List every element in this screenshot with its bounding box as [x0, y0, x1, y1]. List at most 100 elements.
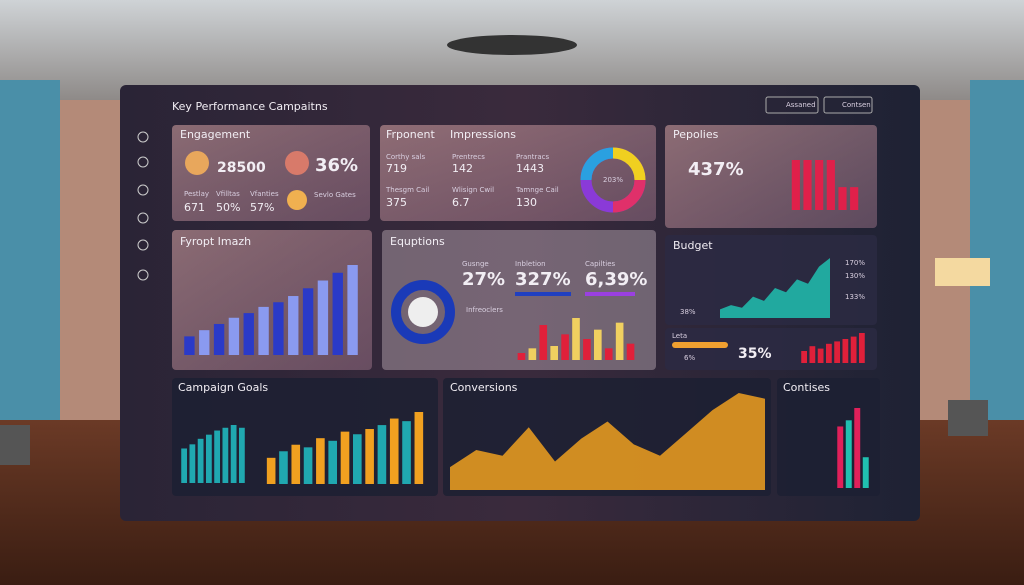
avatar: [285, 151, 309, 175]
bar: [228, 317, 240, 355]
stat-value: 6.7: [452, 196, 470, 209]
metric: 6,39%: [585, 269, 647, 290]
stat-label: Inbletion: [515, 260, 546, 268]
plant-pot: [0, 425, 30, 465]
bar: [238, 427, 245, 483]
progress: [672, 342, 728, 348]
bar: [815, 160, 824, 210]
metric: 35%: [738, 346, 772, 362]
stat-label: Thesgm Cail: [385, 186, 429, 194]
window-left: [0, 80, 60, 420]
value-label: 6%: [684, 354, 695, 362]
note: Sevlo Gates: [314, 191, 356, 199]
stat-label: Corthy sals: [386, 153, 425, 161]
bar: [181, 448, 188, 483]
bar: [230, 425, 237, 483]
stat-value: 375: [386, 196, 407, 209]
bar: [365, 429, 374, 484]
bar: [803, 160, 812, 210]
bar: [353, 434, 362, 484]
window-right: [970, 80, 1024, 420]
bar: [550, 346, 558, 360]
bar: [842, 339, 849, 363]
avatar: [185, 151, 209, 175]
donut: [580, 147, 646, 213]
bar: [561, 334, 569, 360]
progress: [515, 292, 571, 296]
bar: [801, 351, 808, 363]
bar: [317, 280, 329, 355]
bar: [184, 336, 195, 355]
bar: [615, 322, 624, 360]
stat-label: Prantracs: [516, 153, 549, 161]
action-button[interactable]: [823, 96, 873, 114]
panel: [665, 125, 877, 228]
bar: [199, 330, 210, 355]
action-button[interactable]: [765, 96, 819, 114]
stat-value: 671: [184, 201, 205, 214]
bar: [316, 438, 325, 484]
bar: [266, 457, 276, 484]
panel-title: Frponent: [386, 128, 435, 141]
bar: [862, 457, 869, 488]
stat-value: 719: [386, 162, 407, 175]
bar: [332, 272, 343, 355]
bar: [189, 444, 196, 483]
value-label: 38%: [680, 308, 696, 316]
stat-label: Vfanties: [250, 190, 279, 198]
value-label: 130%: [845, 272, 865, 280]
bar: [838, 187, 847, 210]
bar: [340, 431, 350, 484]
panel-title: Fyropt Imazh: [180, 235, 251, 248]
panel: [172, 125, 370, 221]
stat-value: 1443: [516, 162, 544, 175]
bar: [854, 408, 861, 488]
metric: 36%: [315, 155, 358, 176]
plant-pot: [948, 400, 988, 436]
metric: 327%: [515, 269, 571, 290]
bar: [858, 333, 865, 363]
bar: [279, 451, 288, 484]
value-label: 170%: [845, 259, 865, 267]
bar: [809, 346, 816, 363]
bar: [347, 265, 358, 355]
bar: [402, 421, 411, 484]
donut: [391, 280, 455, 344]
panel-title: Campaign Goals: [178, 381, 268, 394]
bar: [817, 348, 824, 363]
bar: [205, 434, 212, 483]
bar: [273, 302, 284, 355]
stat-label: Prentrecs: [452, 153, 485, 161]
action-label[interactable]: Contsen: [842, 101, 871, 109]
bar: [845, 420, 852, 488]
stat-label: Tamnge Cail: [515, 186, 559, 194]
bar: [328, 440, 337, 484]
panel-title: Budget: [673, 239, 713, 252]
lamp: [447, 35, 577, 55]
stat-label: Wlisign Cwil: [452, 186, 494, 194]
bar: [837, 426, 844, 488]
bar: [291, 444, 301, 484]
progress: [585, 292, 635, 296]
bar: [517, 353, 526, 360]
stat-label: Capilties: [585, 260, 616, 268]
bar: [214, 430, 221, 483]
action-label[interactable]: Assaned: [786, 101, 816, 109]
bar: [594, 329, 602, 360]
avatar: [408, 297, 438, 327]
bar: [528, 348, 537, 360]
stat-value: 130: [516, 196, 537, 209]
bar: [850, 187, 859, 210]
bar: [377, 425, 387, 484]
stat-label: Pestlay: [184, 190, 209, 198]
panel-subtitle: Impressions: [450, 128, 516, 141]
bar: [197, 438, 204, 483]
panel: [777, 378, 880, 496]
panel: [665, 328, 877, 370]
bar: [222, 427, 229, 483]
panel-title: Contises: [783, 381, 830, 394]
stat-value: 50%: [216, 201, 240, 214]
bar: [850, 336, 857, 363]
bar: [389, 418, 399, 484]
bar: [302, 288, 314, 355]
